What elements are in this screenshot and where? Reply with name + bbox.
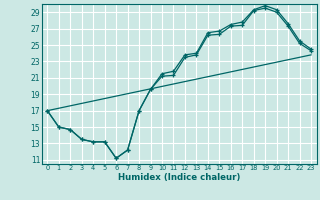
X-axis label: Humidex (Indice chaleur): Humidex (Indice chaleur) <box>118 173 240 182</box>
